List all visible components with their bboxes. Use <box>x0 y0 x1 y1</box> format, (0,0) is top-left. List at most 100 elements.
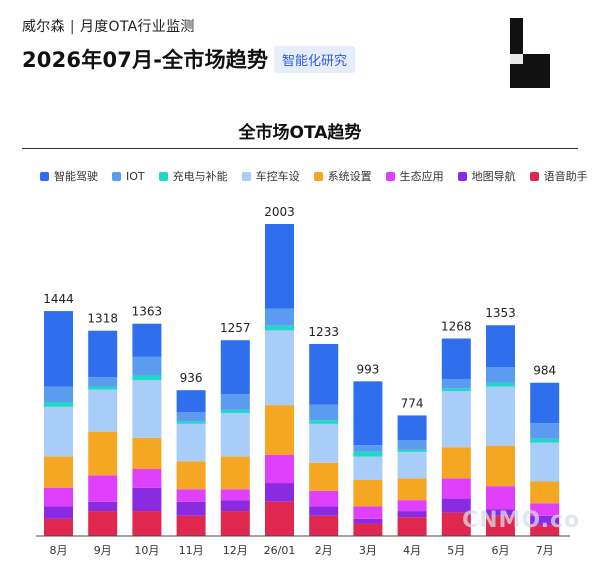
bar-segment <box>530 481 560 504</box>
bar-segment <box>397 415 427 441</box>
bar-segment <box>220 412 250 457</box>
bar-segment <box>44 456 73 488</box>
bar-segment <box>486 386 515 446</box>
bar-segment <box>441 447 471 479</box>
x-tick-label: 9月 <box>94 544 112 557</box>
bar-segment <box>353 381 383 446</box>
x-tick-label: 7月 <box>536 544 554 557</box>
legend-swatch <box>457 171 467 181</box>
bar-segment <box>441 388 471 392</box>
bar-segment <box>176 515 206 536</box>
bar-segment <box>309 423 339 463</box>
bar-segment <box>88 386 118 390</box>
legend-item: IOT <box>112 168 145 184</box>
legend-swatch <box>385 171 395 181</box>
legend-label: 智能驾驶 <box>54 170 98 183</box>
bar-segment <box>132 469 162 488</box>
bar-segment <box>176 501 206 516</box>
bar-total-label: 1268 <box>441 319 472 333</box>
bar-segment <box>132 511 162 536</box>
brand-separator: | <box>69 19 75 35</box>
bar-segment <box>397 478 427 501</box>
legend-swatch <box>241 171 251 181</box>
legend-item: 充电与补能 <box>158 168 228 184</box>
bar-segment <box>176 412 206 422</box>
legend-label: 系统设置 <box>327 170 372 183</box>
chart-legend: 智能驾驶 IOT 充电与补能 车控车设 系统设置 生态应用 地图导航 语音助手 <box>40 168 588 184</box>
legend-swatch <box>112 171 121 181</box>
bar-segment <box>353 518 383 524</box>
bar-segment <box>309 490 339 507</box>
bar-segment <box>132 375 162 381</box>
bar-segment <box>44 386 73 403</box>
bar-segment <box>353 451 383 457</box>
bar-segment <box>530 525 560 536</box>
x-tick-label: 11月 <box>179 544 204 557</box>
bar-segment <box>88 377 118 387</box>
bar-total-label: 984 <box>533 364 556 378</box>
bar-segment <box>353 456 383 480</box>
bar-segment <box>353 479 383 507</box>
bar-segment <box>265 455 294 484</box>
bar-segment <box>441 512 471 536</box>
bar-segment <box>309 404 339 421</box>
legend-item: 车控车设 <box>241 168 300 184</box>
bar-segment <box>309 515 339 536</box>
bar-total-label: 2003 <box>264 205 295 219</box>
bar-segment <box>132 356 162 376</box>
chart-title-divider <box>22 148 578 149</box>
bar-segment <box>397 511 427 518</box>
bar-segment <box>220 500 250 512</box>
legend-item: 地图导航 <box>457 168 516 184</box>
x-tick-label: 2月 <box>315 544 333 557</box>
bar-segment <box>265 405 294 456</box>
bar-segment <box>353 445 383 452</box>
x-tick-label: 12月 <box>223 544 248 557</box>
report-subtitle: 月度OTA行业监测 <box>79 19 195 35</box>
bar-total-label: 774 <box>401 396 424 410</box>
bar-total-label: 1363 <box>132 305 163 319</box>
legend-label: 充电与补能 <box>172 170 228 183</box>
bar-segment <box>441 338 471 379</box>
bar-segment <box>132 487 162 512</box>
legend-swatch <box>529 171 539 181</box>
bar-segment <box>265 308 294 326</box>
bar-segment <box>265 483 294 502</box>
bar-segment <box>486 382 515 387</box>
x-tick-label: 26/01 <box>264 544 296 557</box>
x-tick-label: 6月 <box>492 544 510 557</box>
bar-segment <box>309 420 339 424</box>
bar-segment <box>176 423 206 462</box>
bar-segment <box>397 500 427 512</box>
bar-segment <box>176 489 206 502</box>
legend-swatch <box>40 171 49 181</box>
bar-segment <box>530 382 560 424</box>
bar-segment <box>309 506 339 516</box>
legend-item: 生态应用 <box>385 168 444 184</box>
bar-segment <box>530 423 560 439</box>
bar-segment <box>309 343 339 405</box>
bar-total-label: 1257 <box>220 321 251 335</box>
watermark: CNMO.co <box>462 508 581 533</box>
bar-segment <box>309 462 339 491</box>
bar-segment <box>44 506 73 519</box>
brand-line: 威尔森 | 月度OTA行业监测 <box>22 16 195 36</box>
stacked-bar-chart: 1444 8月 1318 9月 1363 10月 936 11月 1257 12月 2003 26/0… <box>36 205 570 557</box>
bar-segment <box>353 523 383 536</box>
bar-segment <box>220 456 250 490</box>
legend-item: 语音助手 <box>529 168 588 184</box>
bar-segment <box>132 437 162 470</box>
bar-segment <box>486 486 515 510</box>
bar-segment <box>220 511 250 536</box>
brand-name: 威尔森 <box>22 19 65 35</box>
bar-segment <box>220 409 250 413</box>
bar-segment <box>88 431 118 476</box>
legend-label: IOT <box>126 169 145 183</box>
legend-label: 地图导航 <box>471 170 516 183</box>
bar-segment <box>88 501 118 512</box>
x-tick-label: 5月 <box>447 544 465 557</box>
bar-segment <box>486 445 515 487</box>
legend-item: 智能驾驶 <box>40 168 98 184</box>
bar-segment <box>441 498 471 513</box>
bar-segment <box>132 323 162 357</box>
